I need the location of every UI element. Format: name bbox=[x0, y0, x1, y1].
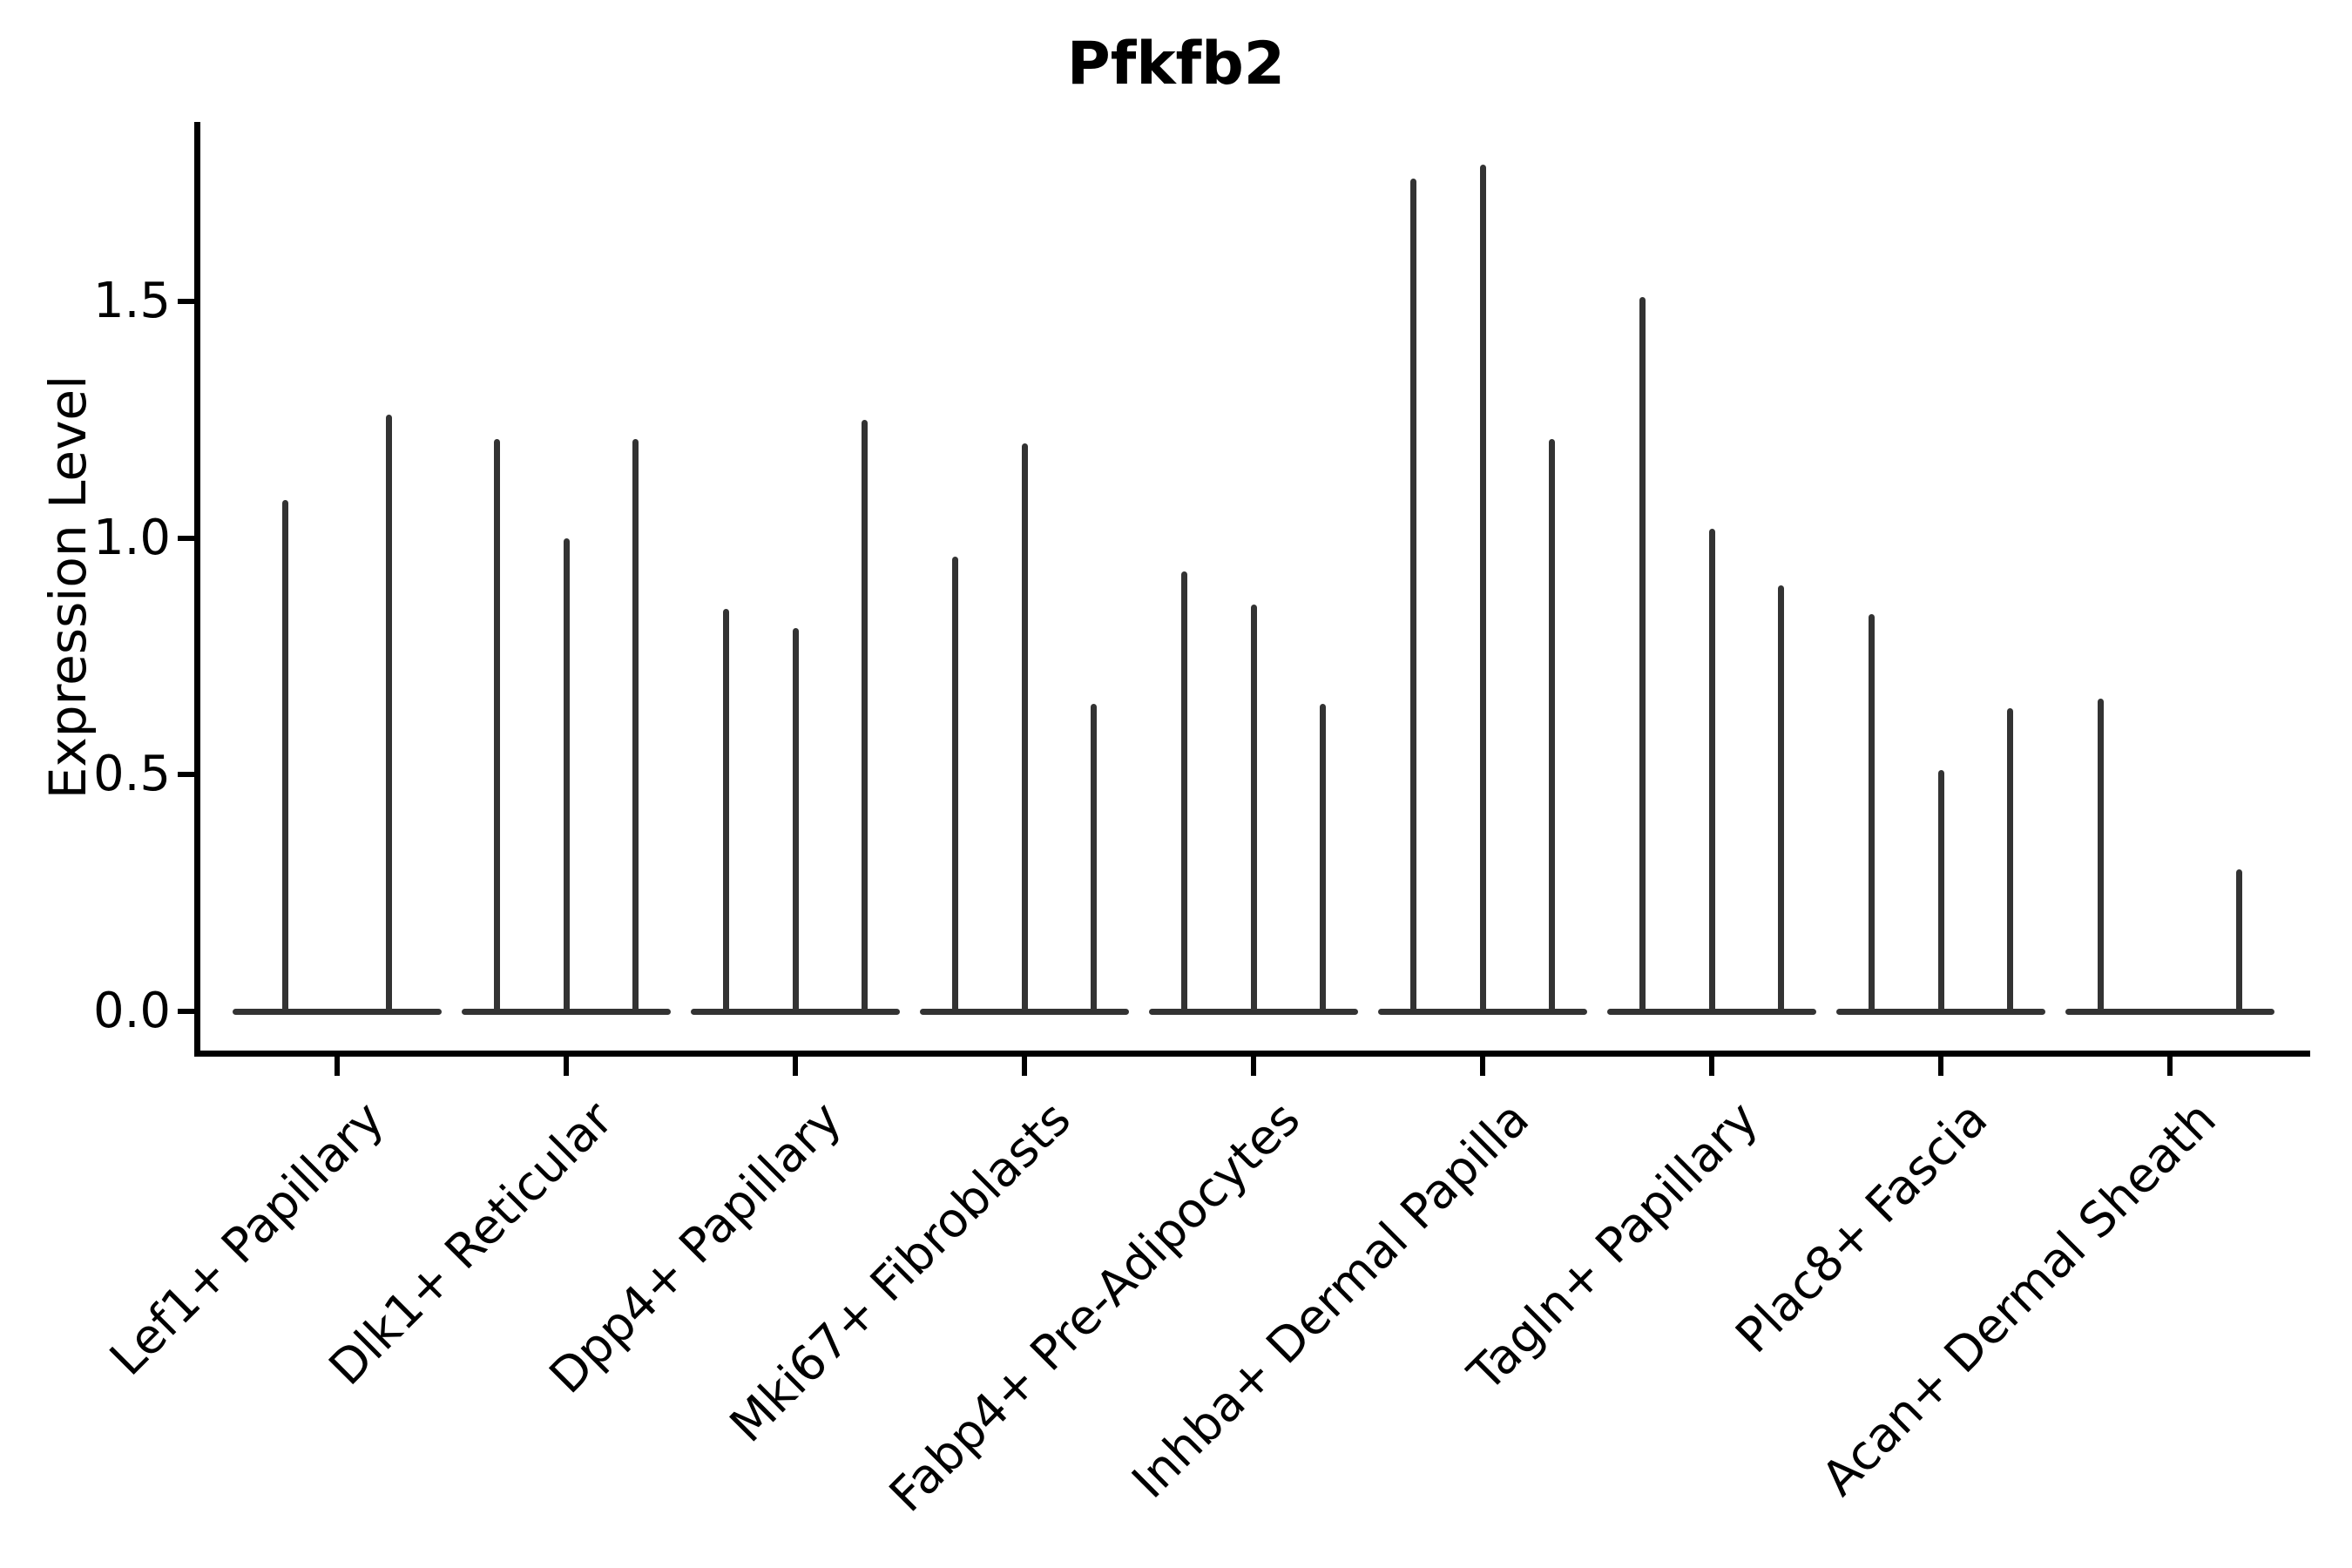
x-tick-mark bbox=[1709, 1057, 1714, 1076]
violin-spike bbox=[862, 419, 868, 1014]
x-tick-mark bbox=[1022, 1057, 1027, 1076]
violin-spike bbox=[1021, 443, 1028, 1014]
violin-spike bbox=[1320, 703, 1327, 1014]
x-tick-label: Acan+ Dermal Sheath bbox=[1811, 1091, 2227, 1507]
violin-body bbox=[233, 1008, 442, 1015]
y-tick-mark bbox=[178, 772, 197, 778]
violin-spike bbox=[386, 415, 393, 1014]
y-tick-mark bbox=[178, 535, 197, 541]
violin-spike bbox=[1937, 769, 1944, 1014]
x-tick-label: Inhba+ Dermal Papilla bbox=[1121, 1091, 1540, 1510]
violin-spike bbox=[563, 537, 570, 1014]
violin-spike bbox=[722, 609, 729, 1014]
violin-spike bbox=[1250, 604, 1257, 1014]
violin-spike bbox=[2007, 708, 2014, 1014]
x-tick-mark bbox=[1251, 1057, 1256, 1076]
y-tick-label: 1.0 bbox=[92, 509, 171, 566]
violin-spike bbox=[1868, 613, 1875, 1014]
y-axis-label: Expression Level bbox=[38, 375, 98, 800]
violin-spike bbox=[493, 438, 500, 1014]
x-tick-mark bbox=[1938, 1057, 1943, 1076]
y-tick-label: 0.5 bbox=[92, 746, 171, 803]
violin-spike bbox=[2097, 699, 2104, 1014]
violin-spike bbox=[951, 557, 958, 1014]
x-tick-mark bbox=[2167, 1057, 2173, 1076]
violin-body bbox=[2065, 1008, 2274, 1015]
violin-spike bbox=[1549, 438, 1556, 1014]
x-tick-mark bbox=[1480, 1057, 1485, 1076]
x-axis-spine bbox=[194, 1051, 2310, 1057]
x-tick-mark bbox=[793, 1057, 798, 1076]
violin-spike bbox=[2236, 869, 2243, 1014]
y-tick-mark bbox=[178, 299, 197, 305]
violin-spike bbox=[1479, 164, 1486, 1014]
chart-title: Pfkfb2 bbox=[1066, 30, 1286, 98]
violin-spike bbox=[1091, 703, 1098, 1014]
violin-spike bbox=[632, 438, 639, 1014]
y-axis-spine bbox=[194, 122, 200, 1057]
violin-spike bbox=[792, 627, 799, 1014]
violin-spike bbox=[1409, 178, 1416, 1014]
violin-spike bbox=[1708, 528, 1715, 1014]
x-tick-mark bbox=[335, 1057, 340, 1076]
y-tick-label: 1.5 bbox=[92, 273, 171, 330]
y-tick-label: 0.0 bbox=[92, 983, 171, 1039]
violin-spike bbox=[1180, 571, 1187, 1014]
violin-spike bbox=[281, 500, 288, 1014]
y-tick-mark bbox=[178, 1009, 197, 1014]
x-tick-label: Fabp4+ Pre-Adipocytes bbox=[878, 1091, 1311, 1523]
violin-spike bbox=[1639, 296, 1646, 1014]
violin-spike bbox=[1778, 585, 1785, 1014]
x-tick-mark bbox=[564, 1057, 569, 1076]
